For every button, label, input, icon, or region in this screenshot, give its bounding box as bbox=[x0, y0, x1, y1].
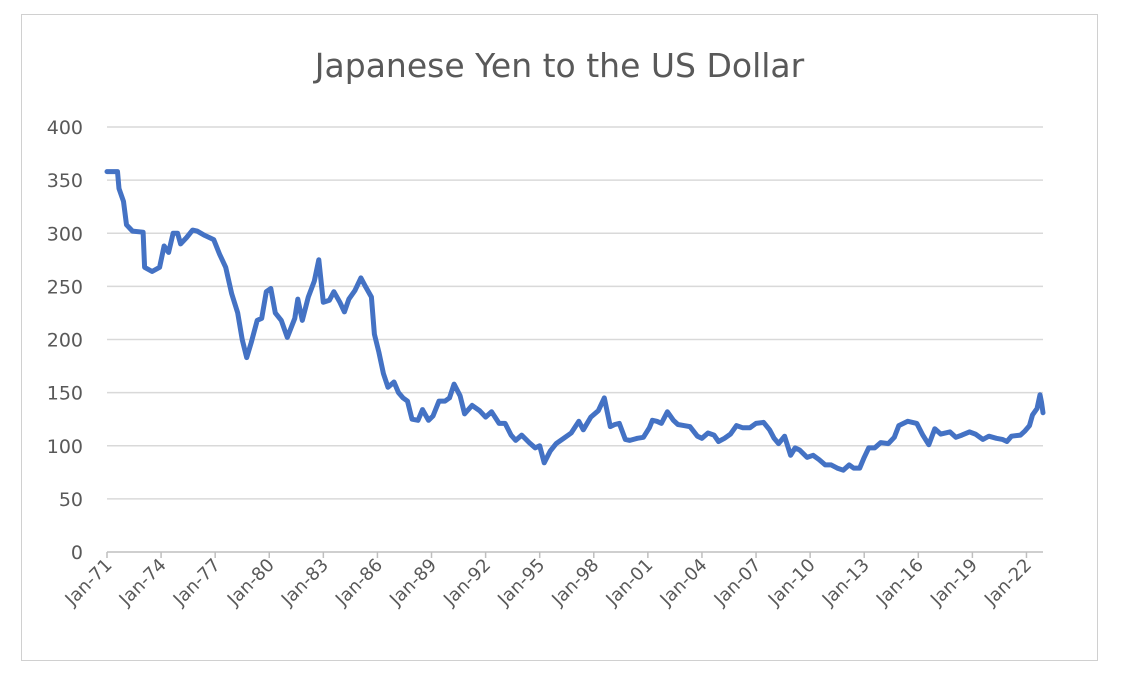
x-tick-label: Jan-04 bbox=[656, 555, 712, 611]
x-tick-label: Jan-86 bbox=[331, 555, 387, 611]
x-tick-label: Jan-16 bbox=[872, 555, 928, 611]
x-axis: Jan-71Jan-74Jan-77Jan-80Jan-83Jan-86Jan-… bbox=[61, 551, 1043, 611]
y-tick-label: 100 bbox=[47, 436, 83, 458]
x-tick-label: Jan-83 bbox=[277, 555, 333, 611]
chart-title: Japanese Yen to the US Dollar bbox=[314, 46, 805, 85]
gridlines bbox=[107, 126, 1043, 500]
x-tick-label: Jan-77 bbox=[169, 555, 225, 611]
x-tick-label: Jan-89 bbox=[385, 555, 441, 611]
x-tick-label: Jan-01 bbox=[601, 555, 657, 611]
x-tick-label: Jan-71 bbox=[61, 555, 117, 611]
y-tick-label: 50 bbox=[59, 489, 83, 511]
y-tick-label: 300 bbox=[47, 223, 83, 245]
y-tick-label: 250 bbox=[47, 276, 83, 298]
series-line-group bbox=[104, 169, 1046, 473]
x-tick-label: Jan-95 bbox=[493, 555, 549, 611]
x-tick-label: Jan-92 bbox=[439, 555, 495, 611]
y-axis-ticks: 0 50 100 150 200 250 300 350 400 bbox=[47, 117, 83, 564]
y-tick-label: 400 bbox=[47, 117, 83, 139]
x-tick-label: Jan-13 bbox=[818, 555, 874, 611]
x-tick-label: Jan-98 bbox=[547, 555, 603, 611]
x-tick-label: Jan-74 bbox=[115, 555, 171, 611]
x-tick-label: Jan-80 bbox=[223, 555, 279, 611]
y-tick-label: 200 bbox=[47, 330, 83, 352]
y-tick-label: 150 bbox=[47, 383, 83, 405]
jpy-usd-series-line bbox=[104, 169, 1046, 473]
y-tick-label: 0 bbox=[71, 542, 83, 564]
x-tick-label: Jan-10 bbox=[764, 555, 820, 611]
y-tick-label: 350 bbox=[47, 170, 83, 192]
x-tick-label: Jan-19 bbox=[926, 555, 982, 611]
x-tick-label: Jan-22 bbox=[980, 555, 1036, 611]
x-tick-label: Jan-07 bbox=[710, 555, 766, 611]
